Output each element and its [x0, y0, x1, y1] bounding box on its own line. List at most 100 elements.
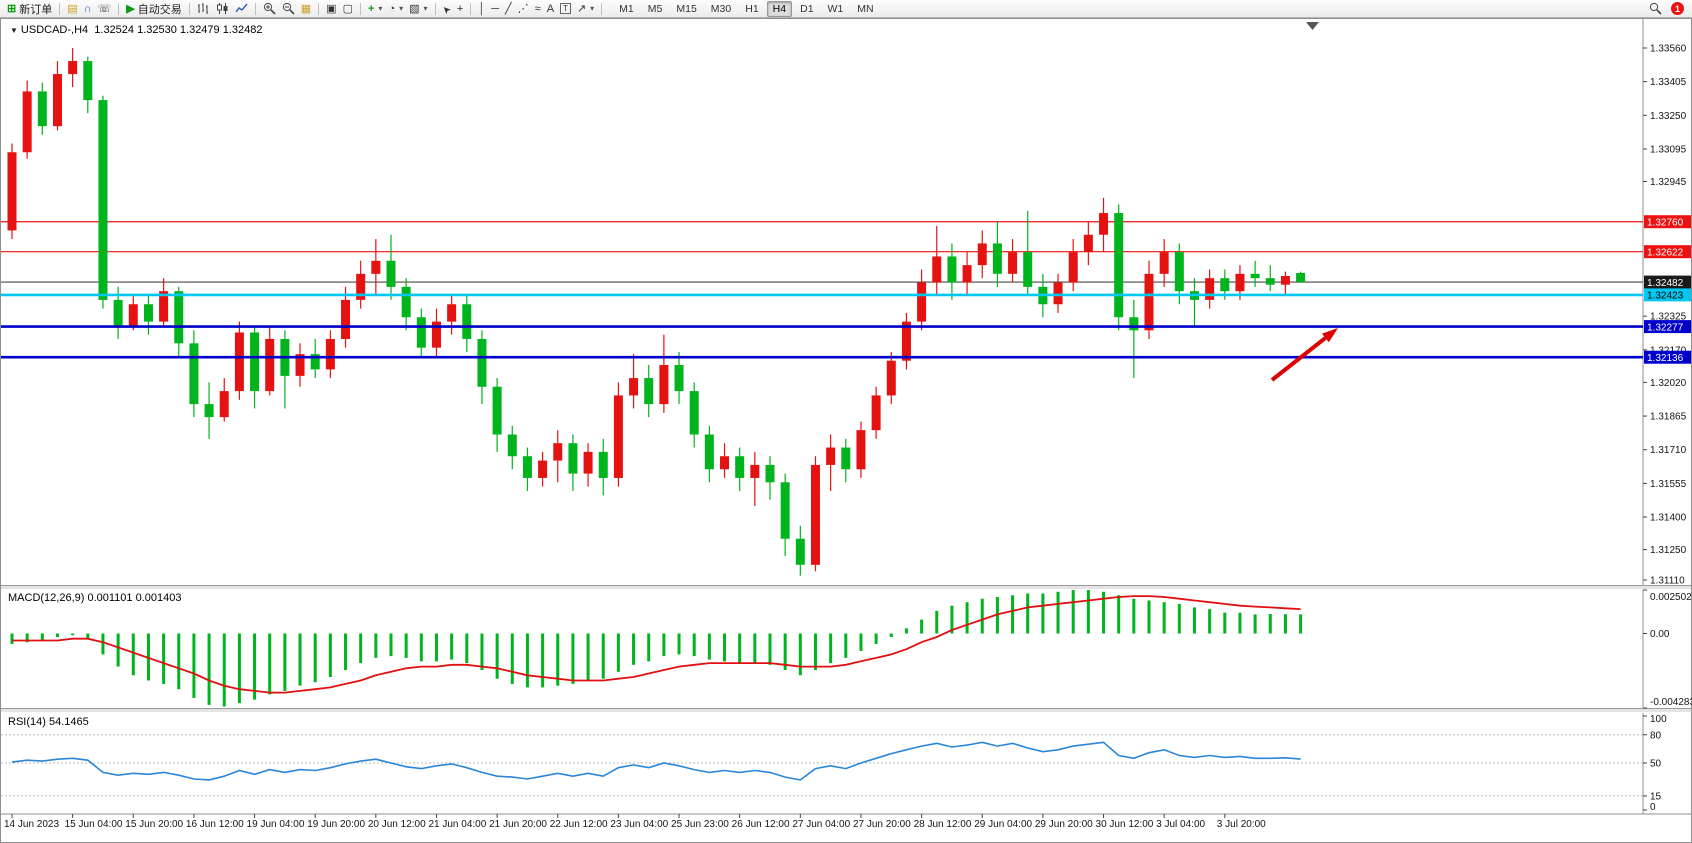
toolbar-separator	[434, 2, 436, 15]
chart-title: ▼ USDCAD-,H4 1.32524 1.32530 1.32479 1.32…	[10, 24, 262, 36]
arrange-windows-button[interactable]: ▢	[340, 1, 356, 17]
svg-text:3 Jul 04:00: 3 Jul 04:00	[1156, 819, 1205, 830]
cursor-tool-button[interactable]: ➤	[440, 1, 454, 17]
market-watch-icon: ▤	[67, 2, 78, 15]
svg-text:15: 15	[1650, 791, 1662, 802]
arrow-annotation[interactable]	[1270, 328, 1338, 382]
svg-text:1.31250: 1.31250	[1650, 545, 1687, 556]
toolbar-separator	[601, 2, 603, 15]
auto-trading-button[interactable]: ▶ 自动交易	[123, 1, 184, 17]
channel-tool-button[interactable]: ⋰	[515, 1, 532, 17]
zoom-in-button[interactable]	[260, 1, 279, 17]
svg-text:1.31865: 1.31865	[1650, 412, 1687, 423]
rsi-panel: 100 80 50 150	[1, 714, 1667, 813]
horizontal-level-lines[interactable]	[1, 221, 1643, 283]
crosshair-tool-button[interactable]: +	[454, 1, 466, 17]
toolbar-separator	[359, 2, 361, 15]
line-chart-button[interactable]	[232, 1, 251, 17]
trendline-tool-button[interactable]: ╱	[502, 1, 515, 17]
headset-button[interactable]: ∩	[81, 1, 95, 17]
timeframe-button-m30[interactable]: M30	[710, 2, 732, 15]
trendline-icon: ╱	[505, 2, 512, 15]
arrows-tool-button[interactable]: ↗ ▾	[574, 1, 597, 17]
phone-icon: ☏	[97, 2, 112, 15]
periods-button[interactable]: ◔ ▾	[385, 1, 406, 17]
svg-text:1.32945: 1.32945	[1650, 177, 1687, 188]
svg-text:0.002502: 0.002502	[1650, 592, 1692, 603]
timeframe-button-w1[interactable]: W1	[827, 2, 844, 15]
toolbar-separator	[188, 2, 190, 15]
collapse-icon[interactable]: ▼	[10, 26, 18, 35]
toolbar-separator	[118, 2, 120, 15]
cursor-icon: ➤	[439, 1, 454, 16]
svg-text:1.32760: 1.32760	[1647, 218, 1684, 229]
zoom-out-icon	[282, 2, 295, 15]
text-tool-button[interactable]: A	[544, 1, 557, 17]
horizontal-line-tool-button[interactable]: ─	[488, 1, 502, 17]
candlesticks[interactable]	[7, 48, 1306, 576]
templates-button[interactable]: ▧ ▾	[406, 1, 430, 17]
add-indicator-button[interactable]: + ▾	[365, 1, 385, 17]
toolbar: ⊞ 新订单 ▤ ∩ ☏ ▶ 自动交易	[0, 0, 1692, 18]
chart-window-frame	[0, 18, 1692, 843]
timeframe-button-m1[interactable]: M1	[619, 2, 634, 15]
timeframe-button-h1[interactable]: H1	[745, 2, 759, 15]
timeframe-button-m5[interactable]: M5	[647, 2, 663, 15]
support-resistance-lines[interactable]	[1, 293, 1643, 359]
vertical-line-icon: │	[478, 2, 486, 15]
svg-text:19 Jun 20:00: 19 Jun 20:00	[307, 819, 365, 830]
svg-text:1.32423: 1.32423	[1647, 291, 1684, 302]
new-order-button[interactable]: ⊞ 新订单	[4, 1, 55, 17]
svg-text:29 Jun 04:00: 29 Jun 04:00	[974, 819, 1032, 830]
cascade-windows-button[interactable]: ▣	[323, 1, 339, 17]
chevron-down-icon: ▾	[399, 4, 404, 13]
label-tool-icon: T	[560, 3, 571, 14]
toolbar-separator	[470, 2, 472, 15]
svg-text:27 Jun 20:00: 27 Jun 20:00	[853, 819, 911, 830]
svg-text:1.32622: 1.32622	[1647, 247, 1684, 258]
svg-text:21 Jun 04:00: 21 Jun 04:00	[428, 819, 486, 830]
arrange-windows-icon: ▢	[342, 2, 353, 15]
candlestick-chart-icon	[216, 3, 228, 14]
bar-chart-button[interactable]	[194, 1, 213, 17]
label-tool-button[interactable]: T	[557, 1, 574, 17]
time-axis: 14 Jun 2023 15 Jun 04:00 15 Jun 20:00 16 Ju…	[4, 814, 1266, 830]
chart-shift-marker[interactable]	[1306, 22, 1319, 30]
svg-text:0.00: 0.00	[1650, 629, 1670, 640]
svg-text:80: 80	[1650, 730, 1662, 741]
timeframe-button-h4[interactable]: H4	[766, 0, 793, 17]
new-order-label: 新订单	[19, 3, 53, 16]
svg-text:15 Jun 04:00: 15 Jun 04:00	[65, 819, 123, 830]
timeframe-group: M1 M5 M15 M30 H1 H4 D1 W1 MN	[612, 0, 880, 17]
new-order-icon: ⊞	[7, 2, 17, 15]
search-icon[interactable]	[1649, 2, 1662, 15]
svg-text:-0.004283: -0.004283	[1650, 697, 1692, 708]
channel-icon: ⋰	[517, 2, 529, 15]
svg-text:1.31555: 1.31555	[1650, 479, 1687, 490]
market-watch-button[interactable]: ▤	[64, 1, 80, 17]
symbol-ohlc-label: USDCAD-,H4 1.32524 1.32530 1.32479 1.324…	[20, 24, 263, 36]
timeframe-button-d1[interactable]: D1	[800, 2, 814, 15]
vertical-line-tool-button[interactable]: │	[475, 1, 488, 17]
timeframe-button-mn[interactable]: MN	[857, 2, 874, 15]
line-chart-icon	[235, 3, 248, 13]
macd-indicator-label: MACD(12,26,9) 0.001101 0.001403	[8, 592, 182, 604]
chevron-down-icon: ▾	[423, 4, 428, 13]
svg-text:1.32020: 1.32020	[1650, 378, 1687, 389]
tile-windows-button[interactable]: ▦	[298, 1, 314, 17]
cascade-windows-icon: ▣	[326, 2, 337, 15]
svg-text:27 Jun 04:00: 27 Jun 04:00	[792, 819, 850, 830]
horizontal-line-icon: ─	[491, 2, 500, 15]
toolbar-separator	[318, 2, 320, 15]
zoom-out-button[interactable]	[279, 1, 298, 17]
svg-text:23 Jun 04:00: 23 Jun 04:00	[610, 819, 668, 830]
svg-text:14 Jun 2023: 14 Jun 2023	[4, 819, 59, 830]
svg-text:29 Jun 20:00: 29 Jun 20:00	[1035, 819, 1093, 830]
candlestick-chart-button[interactable]	[213, 1, 232, 17]
timeframe-button-m15[interactable]: M15	[676, 2, 697, 15]
phone-trading-button[interactable]: ☏	[95, 1, 115, 17]
fibonacci-tool-button[interactable]: ≈	[532, 1, 544, 17]
notification-badge[interactable]: 1	[1671, 2, 1684, 15]
svg-text:1.32277: 1.32277	[1647, 322, 1684, 333]
